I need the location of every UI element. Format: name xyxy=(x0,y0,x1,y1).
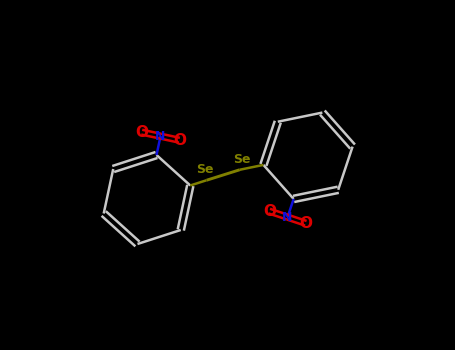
Text: Se: Se xyxy=(196,163,213,176)
Text: O: O xyxy=(299,216,312,231)
Text: O: O xyxy=(173,133,186,148)
Text: Se: Se xyxy=(233,153,250,166)
Text: N: N xyxy=(155,130,166,143)
Text: N: N xyxy=(283,211,293,224)
Text: O: O xyxy=(263,204,276,219)
Text: O: O xyxy=(135,125,148,140)
